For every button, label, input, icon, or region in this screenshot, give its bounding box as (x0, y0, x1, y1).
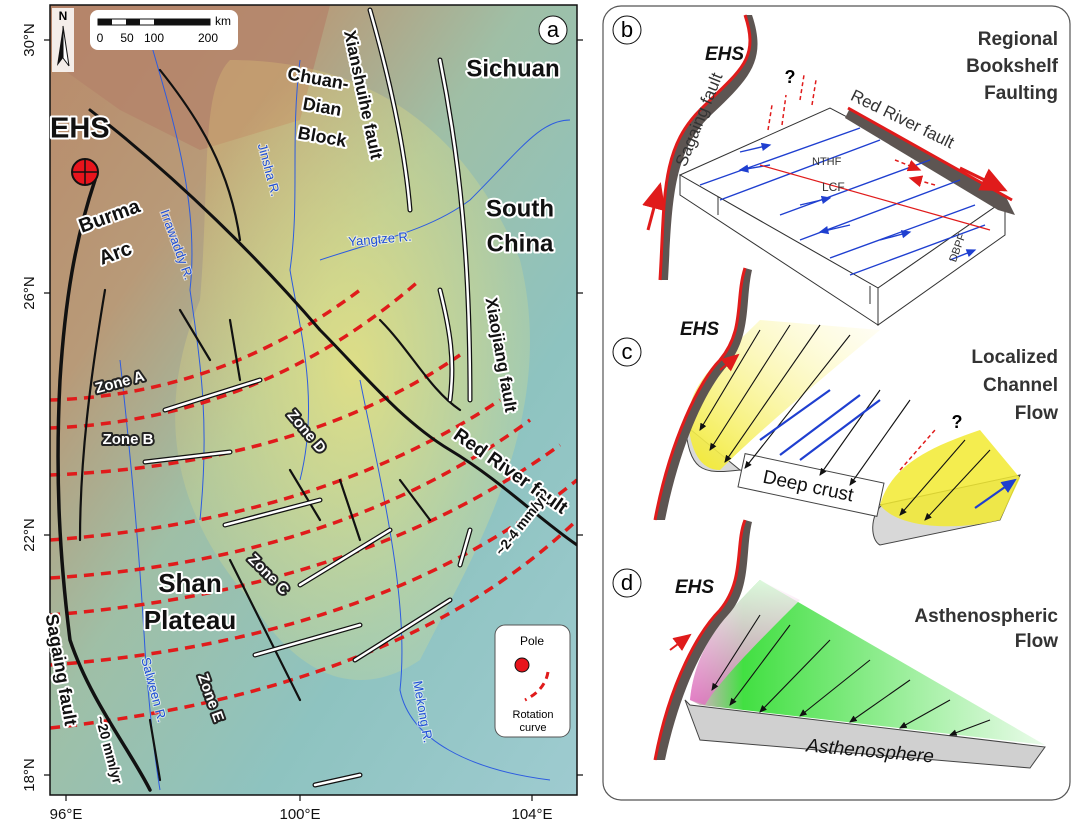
ehs-label: EHS (680, 319, 719, 340)
panel-title: Faulting (984, 83, 1058, 104)
panel-title: Localized (971, 347, 1058, 368)
lat-label: 26°N (21, 276, 38, 310)
lon-label: 104°E (511, 806, 552, 823)
lon-label: 96°E (50, 806, 83, 823)
lon-label: 100°E (279, 806, 320, 823)
scale-tick: 200 (198, 31, 218, 45)
region-label: China (487, 230, 554, 257)
panel-title: Channel (983, 375, 1058, 396)
scale-tick: 0 (97, 31, 104, 45)
panel-label: c (622, 339, 633, 364)
region-label: Sichuan (466, 55, 559, 82)
region-label: EHS (50, 113, 110, 145)
scale-unit: km (215, 14, 231, 28)
panel-title: Regional (978, 29, 1058, 50)
north-arrow: N (52, 8, 74, 72)
legend: Pole Rotation curve (495, 625, 570, 737)
legend-label: curve (520, 722, 547, 734)
lat-label: 30°N (21, 23, 38, 57)
panel-label: b (621, 17, 633, 42)
legend-label: Pole (520, 634, 544, 648)
scale-tick: 50 (120, 31, 134, 45)
lat-label: 18°N (21, 758, 38, 792)
region-label: Plateau (144, 605, 237, 635)
lat-label: 22°N (21, 518, 38, 552)
map-panel: 30°N 26°N 22°N 18°N 96°E 100°E 104°E N k… (21, 5, 583, 823)
scale-bar: km 0 50 100 200 (90, 10, 238, 50)
ehs-label: EHS (675, 577, 714, 598)
legend-label: Rotation (513, 709, 554, 721)
figure: 30°N 26°N 22°N 18°N 96°E 100°E 104°E N k… (0, 0, 1076, 827)
fault-abbrev: LCF (822, 180, 845, 194)
north-label: N (59, 9, 68, 23)
pole (72, 159, 98, 185)
panel-title: Flow (1015, 631, 1058, 652)
fault-abbrev: NTHF (812, 156, 842, 168)
panel-title: Asthenospheric (914, 606, 1058, 627)
zone-label: Zone B (103, 431, 154, 448)
panel-title: Flow (1015, 403, 1058, 424)
question-mark: ? (785, 67, 796, 87)
question-mark: ? (952, 412, 963, 432)
panel-label: a (547, 17, 560, 42)
ehs-label: EHS (705, 44, 744, 65)
panel-title: Bookshelf (966, 56, 1059, 77)
region-label: South (486, 195, 554, 222)
panel-label: d (621, 570, 633, 595)
region-label: Shan (158, 568, 222, 598)
scale-tick: 100 (144, 31, 164, 45)
